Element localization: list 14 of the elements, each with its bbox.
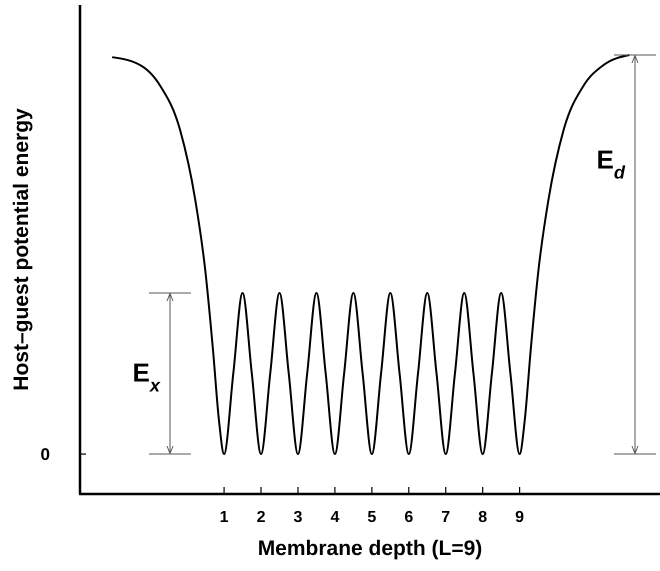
x-axis-title: Membrane depth (L=9)	[258, 537, 482, 560]
annotation: E$_{x}$	[132, 357, 161, 396]
x-tick-label: 1	[220, 509, 229, 526]
x-tick-label: 9	[515, 509, 524, 526]
x-tick-label: 8	[478, 509, 488, 526]
x-tick-label: 2	[256, 509, 266, 526]
x-tick-label: 6	[404, 509, 414, 526]
annotation: E$_{d}$	[596, 144, 626, 183]
x-tick-label: 7	[441, 509, 450, 526]
y-axis-title: Host–guest potential energy	[10, 108, 33, 391]
x-tick-label: 3	[294, 509, 303, 526]
x-tick-label: 5	[367, 509, 376, 526]
text: 0	[40, 445, 50, 464]
x-tick-label: 4	[330, 509, 340, 526]
